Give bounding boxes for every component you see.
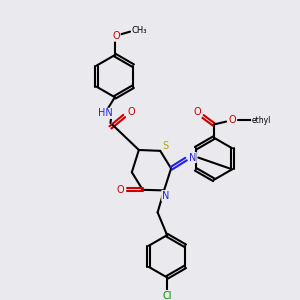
- Text: O: O: [127, 107, 135, 117]
- Text: Cl: Cl: [162, 291, 172, 300]
- Text: O: O: [116, 185, 124, 195]
- Text: O: O: [194, 107, 202, 117]
- Text: HN: HN: [98, 108, 112, 118]
- Text: N: N: [162, 191, 169, 201]
- Text: N: N: [189, 153, 196, 163]
- Text: O: O: [228, 116, 236, 125]
- Text: ethyl: ethyl: [252, 116, 271, 125]
- Text: S: S: [163, 142, 169, 152]
- Text: CH₃: CH₃: [132, 26, 148, 35]
- Text: O: O: [112, 31, 120, 41]
